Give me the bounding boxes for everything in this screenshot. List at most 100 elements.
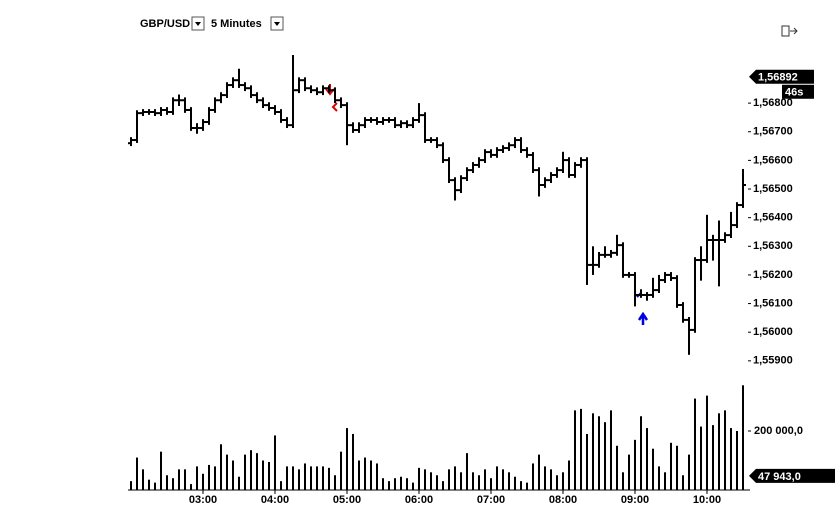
y-tick-label: 1,56700: [753, 126, 793, 138]
y-tick-label: 1,56200: [753, 269, 793, 281]
volume-bar: [364, 457, 366, 490]
volume-bar: [676, 445, 678, 490]
volume-bar: [478, 475, 480, 490]
volume-bar: [250, 450, 252, 490]
volume-bar: [178, 469, 180, 490]
volume-bar: [400, 476, 402, 490]
volume-bar: [166, 475, 168, 490]
volume-bar: [340, 451, 342, 490]
volume-bar: [730, 428, 732, 490]
volume-bar: [274, 435, 276, 490]
volume-bar: [664, 472, 666, 490]
volume-bar: [700, 426, 702, 490]
volume-bar: [580, 408, 582, 490]
volume-bar: [658, 466, 660, 490]
volume-bar: [244, 454, 246, 490]
volume-bar: [670, 442, 672, 490]
volume-bar: [292, 466, 294, 490]
volume-bar: [334, 475, 336, 490]
volume-bar: [544, 466, 546, 490]
volume-bar: [598, 416, 600, 490]
volume-bar: [214, 466, 216, 490]
settings-icon[interactable]: [781, 25, 798, 37]
y-tick-label: 1,56600: [753, 154, 793, 166]
volume-bar: [226, 454, 228, 490]
x-tick-label: 06:00: [405, 494, 433, 506]
volume-bar: [280, 481, 282, 490]
last-price-label: 1,56892: [758, 72, 798, 84]
interval-dropdown[interactable]: [270, 16, 284, 31]
x-tick-label: 09:00: [621, 494, 649, 506]
volume-bar: [592, 413, 594, 490]
last-volume-box: [749, 468, 835, 483]
volume-bar: [652, 448, 654, 490]
volume-bar: [202, 473, 204, 490]
last-price-box: [749, 69, 814, 84]
volume-bar: [496, 466, 498, 490]
volume-bar: [358, 460, 360, 490]
volume-bar: [502, 469, 504, 490]
y-tick-label: 1,55900: [753, 355, 793, 367]
last-volume-label: 47 943,0: [758, 471, 801, 483]
volume-bar: [622, 472, 624, 490]
volume-bar: [424, 469, 426, 490]
volume-bar: [376, 463, 378, 490]
volume-bar: [382, 478, 384, 490]
volume-bar: [562, 472, 564, 490]
volume-bar: [418, 467, 420, 490]
volume-bar: [742, 385, 744, 490]
volume-bar: [616, 445, 618, 490]
volume-bar: [436, 475, 438, 490]
volume-bar: [532, 463, 534, 490]
volume-bar: [160, 451, 162, 490]
volume-bar: [196, 466, 198, 490]
symbol-dropdown[interactable]: [191, 16, 205, 31]
volume-bar: [640, 416, 642, 490]
volume-bar: [142, 469, 144, 490]
volume-bar: [370, 460, 372, 490]
volume-bar: [310, 466, 312, 490]
volume-bar: [232, 460, 234, 490]
volume-bar: [238, 476, 240, 490]
volume-bar: [694, 398, 696, 490]
volume-bar: [286, 466, 288, 490]
x-tick-label: 07:00: [477, 494, 505, 506]
volume-bar: [484, 469, 486, 490]
volume-bar: [550, 469, 552, 490]
volume-tick-label: 200 000,0: [754, 425, 803, 437]
x-tick-label: 08:00: [549, 494, 577, 506]
volume-bar: [322, 466, 324, 490]
volume-bar: [556, 475, 558, 490]
volume-bar: [718, 413, 720, 490]
volume-bar: [352, 433, 354, 490]
volume-bar: [520, 481, 522, 490]
volume-bar: [130, 481, 132, 490]
volume-bar: [148, 479, 150, 490]
volume-bar: [490, 478, 492, 490]
symbol: GBP/USD: [140, 18, 190, 30]
countdown: 46s: [785, 87, 803, 99]
volume-bar: [220, 444, 222, 490]
volume-bar: [268, 461, 270, 490]
volume-bar: [472, 472, 474, 490]
volume-bar: [412, 482, 414, 490]
y-tick-label: 1,56400: [753, 212, 793, 224]
volume-bar: [454, 466, 456, 490]
volume-bar: [298, 469, 300, 490]
volume-bar: [208, 464, 210, 490]
y-tick-label: 1,56800: [753, 97, 793, 109]
x-tick-label: 10:00: [693, 494, 721, 506]
volume-bar: [586, 433, 588, 490]
volume-bar: [154, 482, 156, 490]
volume-bar: [388, 481, 390, 490]
volume-bar: [316, 466, 318, 490]
y-tick-label: 1,56300: [753, 240, 793, 252]
volume-bar: [634, 439, 636, 490]
volume-bar: [688, 454, 690, 490]
volume-bar: [574, 410, 576, 490]
y-tick-label: 1,56000: [753, 326, 793, 338]
volume-bar: [466, 453, 468, 490]
volume-bar: [304, 463, 306, 490]
